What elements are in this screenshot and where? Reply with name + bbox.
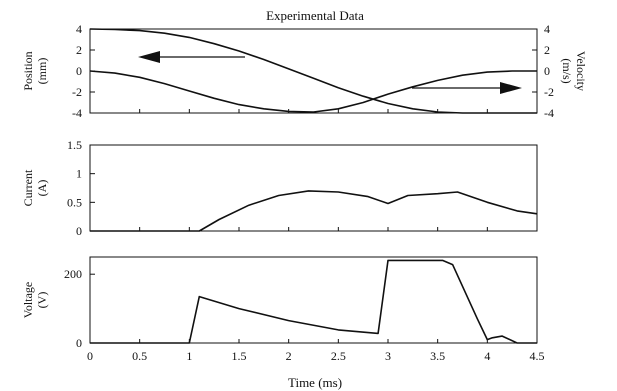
x-tick-label: 2.5 xyxy=(331,349,346,363)
panel-2-ylabel-line: Current xyxy=(21,169,35,206)
panel-3-ytick-label: 0 xyxy=(76,336,82,350)
panel-1-ylabel-right-line: Velocity xyxy=(574,51,588,91)
x-tick-label: 2 xyxy=(286,349,292,363)
panel-1-y2tick-label: -4 xyxy=(544,106,554,120)
x-tick-label: 4 xyxy=(484,349,490,363)
panel-2-ytick-label: 1.5 xyxy=(67,138,82,152)
panels: 4 2 0 -2 -4 4 2 0 -2 -4 Position(mm) Velocity(m/s) 1… xyxy=(21,22,588,363)
panel-1-ytick-label: 0 xyxy=(76,64,82,78)
panel-1-y2tick-label: -2 xyxy=(544,85,554,99)
panel-2-ytick-label: 0 xyxy=(76,224,82,238)
panel-3-series-line xyxy=(90,259,537,344)
panel-3-frame xyxy=(89,256,538,344)
panel-3: 200 0 Voltage(V) 0 0.5 1 1.5 2 2.5 3 3.5 4 4.5 xyxy=(21,256,545,363)
x-tick-label: 1.5 xyxy=(232,349,247,363)
panel-2-series-line xyxy=(90,190,538,232)
figure-title: Experimental Data xyxy=(266,8,364,23)
panel-1-ylabel-left-line: Position xyxy=(21,51,35,90)
panel-1-y2tick-label: 4 xyxy=(544,22,550,36)
panel-1-ylabel-right: Velocity(m/s) xyxy=(560,51,588,91)
panel-1: 4 2 0 -2 -4 4 2 0 -2 -4 Position(mm) Velocity(m/s) xyxy=(21,22,588,120)
panel-3-ylabel-line: (V) xyxy=(35,292,49,309)
panel-2: 1.5 1 0.5 0 Current(A) xyxy=(21,138,538,238)
x-tick-label: 1 xyxy=(186,349,192,363)
panel-2-frame xyxy=(89,144,538,232)
x-tick-label: 0 xyxy=(87,349,93,363)
panel-2-ylabel: Current(A) xyxy=(21,169,49,206)
panel-1-ytick-label: -2 xyxy=(72,85,82,99)
panel-1-ylabel-left: Position(mm) xyxy=(21,51,49,90)
panel-3-ytick-label: 200 xyxy=(64,267,82,281)
panel-1-ytick-label: 2 xyxy=(76,43,82,57)
panel-1-y2tick-label: 0 xyxy=(544,64,550,78)
x-tick-label: 3.5 xyxy=(430,349,445,363)
panel-1-series-position-line xyxy=(89,28,537,114)
panel-1-ytick-label: -4 xyxy=(72,106,82,120)
left-arrow-head xyxy=(138,51,160,63)
x-tick-label: 0.5 xyxy=(132,349,147,363)
panel-2-ytick-label: 1 xyxy=(76,167,82,181)
panel-1-ylabel-left-line: (mm) xyxy=(35,58,49,85)
panel-1-ylabel-right-line: (m/s) xyxy=(560,58,574,83)
right-arrow-head xyxy=(500,82,522,94)
panel-3-ylabel: Voltage(V) xyxy=(21,282,49,318)
x-axis-label: Time (ms) xyxy=(288,375,342,390)
panel-3-ylabel-line: Voltage xyxy=(21,282,35,318)
panel-1-y2tick-label: 2 xyxy=(544,43,550,57)
panel-1-ytick-label: 4 xyxy=(76,22,82,36)
panel-2-ylabel-line: (A) xyxy=(35,180,49,197)
panel-2-ytick-label: 0.5 xyxy=(67,195,82,209)
x-tick-label: 4.5 xyxy=(530,349,545,363)
panel-1-frame xyxy=(89,28,538,114)
panel-1-series-velocity-line xyxy=(89,70,537,113)
x-tick-label: 3 xyxy=(385,349,391,363)
